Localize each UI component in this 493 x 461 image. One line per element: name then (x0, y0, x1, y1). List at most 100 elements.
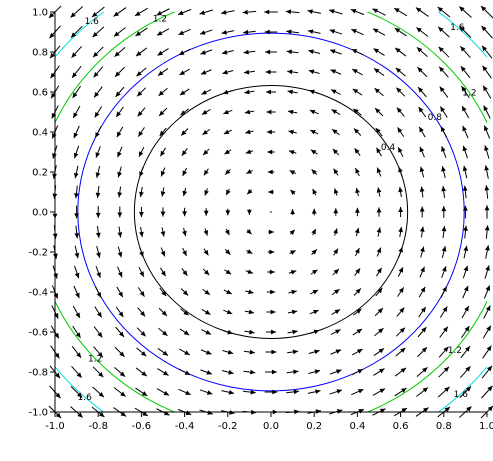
field-arrow (354, 267, 361, 277)
field-arrow-head (336, 409, 343, 414)
field-arrow (156, 28, 170, 36)
field-arrow (156, 388, 170, 396)
field-arrow (178, 388, 191, 396)
field-arrow-head (54, 332, 59, 339)
field-arrow-head (222, 69, 228, 75)
field-arrow (376, 247, 382, 257)
field-arrow-head (139, 291, 145, 297)
y-tick-label: 0.6 (32, 88, 48, 99)
field-arrow-head (438, 26, 444, 33)
field-arrow (286, 49, 299, 55)
field-arrow (439, 326, 449, 338)
field-arrow (398, 166, 403, 178)
field-arrow (157, 348, 169, 356)
field-arrow (178, 28, 191, 36)
field-arrow (417, 326, 427, 338)
field-arrow (74, 245, 80, 259)
field-arrow-head (289, 229, 295, 236)
field-arrow-head (336, 369, 342, 374)
field-arrow-head (97, 331, 103, 338)
field-arrow (158, 327, 168, 337)
field-arrow-head (178, 50, 185, 55)
y-tick-label: -1.0 (28, 408, 48, 419)
field-arrow (73, 285, 80, 299)
field-arrow-head (225, 249, 231, 255)
field-arrow (70, 6, 84, 18)
field-arrow (309, 89, 320, 95)
field-arrow-head (141, 391, 148, 396)
field-arrow (418, 126, 426, 138)
field-arrow-head (48, 12, 55, 19)
field-arrow (157, 368, 169, 376)
field-arrow-head (464, 346, 470, 352)
field-arrow (264, 29, 278, 35)
field-arrow-head (442, 326, 448, 333)
field-arrow (182, 167, 188, 177)
field-arrow (331, 309, 341, 315)
field-arrow-head (135, 31, 141, 36)
field-arrow-head (354, 148, 360, 154)
field-arrow (398, 186, 403, 198)
field-arrow-head (139, 151, 144, 157)
field-arrow (72, 325, 81, 339)
field-arrow (417, 346, 428, 358)
field-arrow-head (227, 349, 234, 355)
field-arrow (374, 107, 384, 117)
field-arrow (354, 147, 361, 157)
field-arrow-head (159, 130, 165, 137)
field-arrow (441, 186, 447, 198)
field-arrow-head (160, 170, 166, 177)
field-arrow (416, 387, 429, 397)
field-arrow-head (483, 85, 488, 92)
field-arrow (441, 266, 447, 278)
field-arrow (374, 307, 384, 317)
field-arrow (438, 46, 450, 58)
field-arrow-head (308, 69, 315, 75)
field-arrow (289, 170, 296, 175)
field-arrow (482, 325, 492, 339)
field-arrow-head (138, 131, 144, 137)
field-arrow-head (269, 249, 275, 255)
field-arrow-head (355, 207, 360, 213)
field-arrow-head (118, 291, 123, 298)
field-arrow (309, 109, 319, 115)
field-arrow (91, 6, 105, 18)
field-arrow (353, 288, 362, 296)
field-arrow-head (182, 170, 188, 176)
field-arrow (73, 145, 80, 159)
field-arrow-head (331, 89, 337, 94)
field-arrow-head (375, 108, 381, 114)
field-arrow-head (180, 110, 186, 116)
field-arrow-head (159, 110, 165, 116)
field-arrow (134, 7, 149, 17)
field-arrow (462, 165, 468, 179)
field-arrow-head (486, 345, 492, 352)
field-arrow-head (462, 165, 468, 172)
field-arrow-head (182, 211, 187, 217)
field-arrow (329, 29, 343, 35)
field-arrow-head (182, 290, 189, 296)
field-arrow-head (399, 307, 405, 313)
field-arrow (417, 66, 428, 78)
field-arrow (288, 289, 297, 295)
field-arrow (117, 226, 123, 238)
field-arrow (178, 368, 191, 376)
field-arrow (158, 307, 168, 317)
field-arrow (220, 10, 235, 15)
field-arrow (113, 27, 126, 37)
field-arrow (439, 86, 449, 98)
field-arrow (333, 168, 339, 176)
field-arrow (179, 88, 190, 96)
field-arrow-head (440, 126, 446, 132)
field-arrow-head (76, 372, 82, 378)
field-arrow (461, 85, 470, 99)
field-arrow (160, 247, 166, 257)
field-arrow-head (307, 9, 313, 14)
field-arrow-head (51, 92, 56, 99)
field-arrow-head (200, 50, 206, 55)
field-arrow (481, 25, 493, 39)
field-arrow-head (221, 10, 227, 15)
field-arrow-head (246, 228, 252, 235)
field-arrow-head (94, 91, 100, 98)
field-arrow (438, 66, 449, 78)
